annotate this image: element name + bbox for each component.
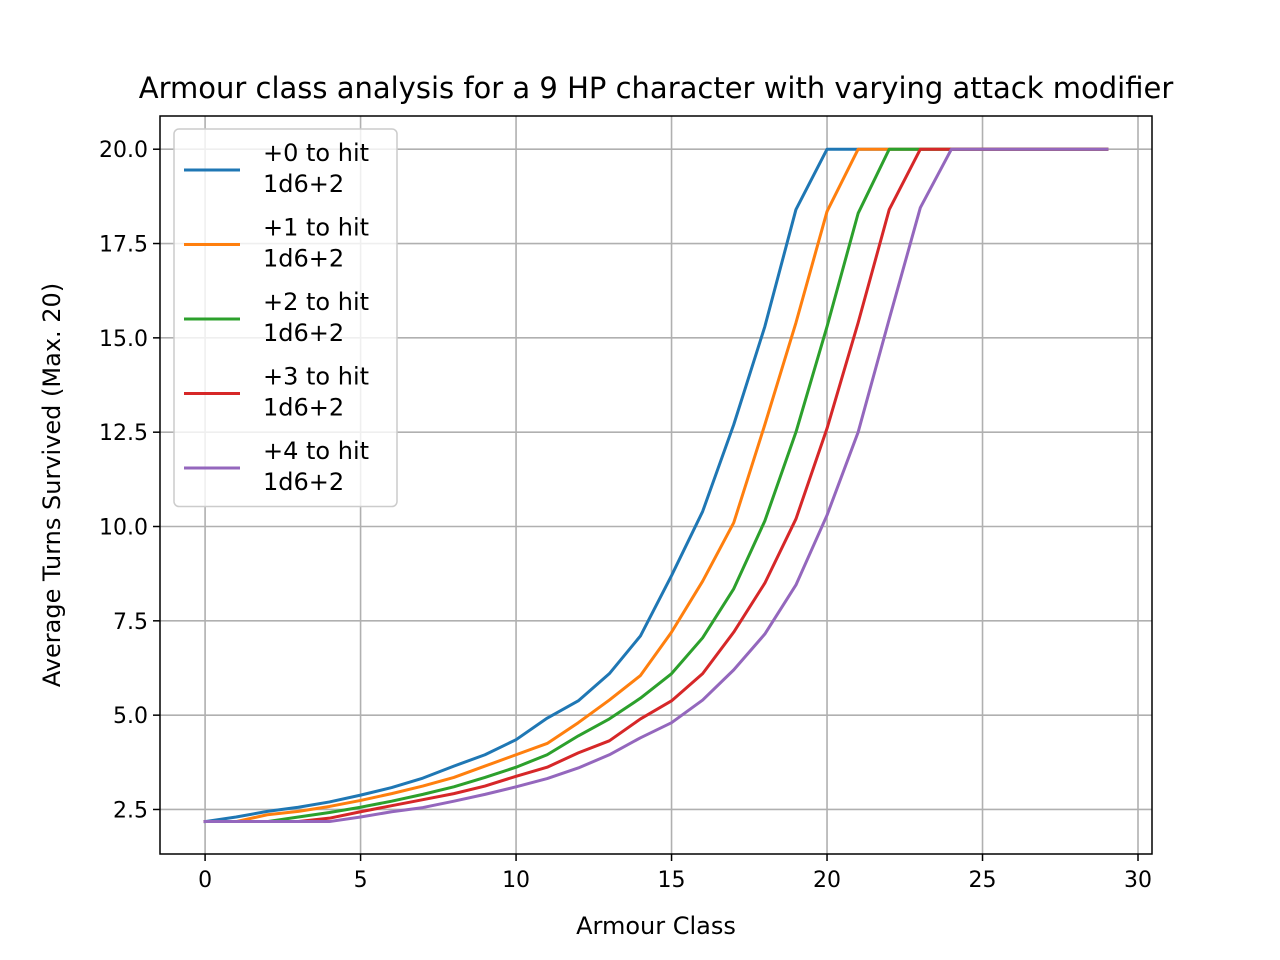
x-axis: 0 5 10 15 20 25 30 bbox=[198, 854, 1152, 893]
legend: +0 to hit 1d6+2 +1 to hit 1d6+2 +2 to hit 1d6… bbox=[173, 128, 398, 508]
x-tick-label: 20 bbox=[813, 868, 841, 893]
legend-box bbox=[173, 128, 398, 508]
x-axis-label: Armour Class bbox=[576, 912, 736, 940]
series-line-4 bbox=[203, 147, 1109, 824]
y-axis-label: Average Turns Survived (Max. 20) bbox=[38, 283, 66, 687]
y-tick-label: 12.5 bbox=[99, 421, 148, 446]
plot-frame bbox=[159, 115, 1153, 855]
legend-label-2: +2 to hit 1d6+2 bbox=[263, 288, 369, 347]
y-tick-label: 5.0 bbox=[113, 704, 148, 729]
y-tick-label: 2.5 bbox=[113, 798, 148, 823]
x-tick-label: 30 bbox=[1124, 868, 1152, 893]
x-tick-label: 0 bbox=[198, 868, 212, 893]
x-tick-label: 5 bbox=[354, 868, 368, 893]
legend-label-1: +1 to hit 1d6+2 bbox=[263, 214, 369, 273]
x-tick-label: 10 bbox=[502, 868, 530, 893]
y-tick-label: 7.5 bbox=[113, 610, 148, 635]
chart-title: Armour class analysis for a 9 HP charact… bbox=[139, 71, 1174, 105]
y-tick-label: 10.0 bbox=[99, 516, 148, 541]
y-tick-label: 17.5 bbox=[99, 233, 148, 258]
y-tick-label: 20.0 bbox=[99, 138, 148, 163]
x-tick-label: 25 bbox=[969, 868, 997, 893]
series-lines bbox=[203, 147, 1109, 824]
y-axis: 2.5 5.0 7.5 10.0 12.5 15.0 17.5 20.0 bbox=[99, 138, 160, 823]
legend-label-4: +4 to hit 1d6+2 bbox=[263, 437, 369, 496]
legend-label-0: +0 to hit 1d6+2 bbox=[263, 139, 369, 198]
y-tick-label: 15.0 bbox=[99, 327, 148, 352]
x-tick-label: 15 bbox=[658, 868, 686, 893]
legend-label-3: +3 to hit 1d6+2 bbox=[263, 363, 369, 422]
